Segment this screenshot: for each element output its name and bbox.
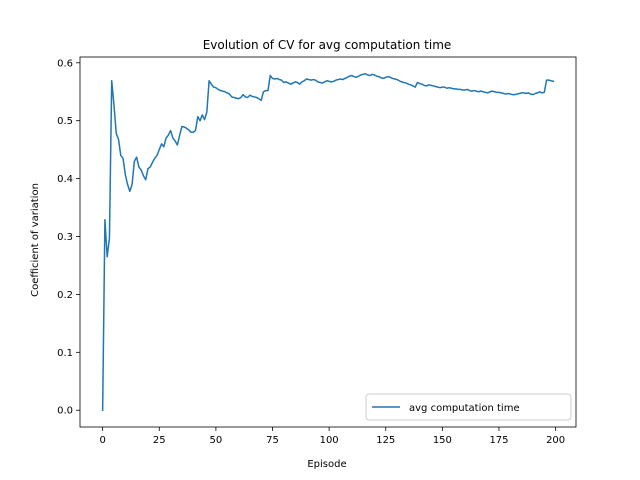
x-tick-label: 175 <box>489 435 508 446</box>
y-tick-label: 0.2 <box>57 290 73 301</box>
plot-area <box>79 56 577 428</box>
y-tick-label: 0.0 <box>57 406 73 417</box>
x-tick-label: 200 <box>546 435 565 446</box>
series-line-0 <box>101 73 555 411</box>
legend-label: avg computation time <box>409 403 520 414</box>
y-tick-label: 0.6 <box>57 58 73 69</box>
y-axis-ticks: 0.0 0.1 0.2 0.3 0.4 0.5 0.6 <box>57 58 80 417</box>
y-tick-label: 0.1 <box>57 348 73 359</box>
x-tick-label: 50 <box>210 435 223 446</box>
legend: avg computation time <box>365 393 572 421</box>
x-tick-label: 25 <box>153 435 166 446</box>
axes-frame <box>79 56 577 428</box>
y-tick-label: 0.4 <box>57 174 73 185</box>
x-tick-label: 125 <box>376 435 395 446</box>
x-tick-label: 100 <box>320 435 339 446</box>
x-axis-title: Episode <box>307 459 346 470</box>
x-axis-ticks: 0 25 50 75 100 125 150 175 200 <box>99 427 565 446</box>
y-tick-label: 0.5 <box>57 116 73 127</box>
legend-box <box>365 393 572 421</box>
chart-title: Evolution of CV for avg computation time <box>203 38 452 52</box>
x-tick-label: 0 <box>99 435 105 446</box>
x-tick-label: 75 <box>266 435 279 446</box>
y-tick-label: 0.3 <box>57 232 73 243</box>
y-axis-title: Coefficient of variation <box>30 183 41 297</box>
x-tick-label: 150 <box>433 435 452 446</box>
